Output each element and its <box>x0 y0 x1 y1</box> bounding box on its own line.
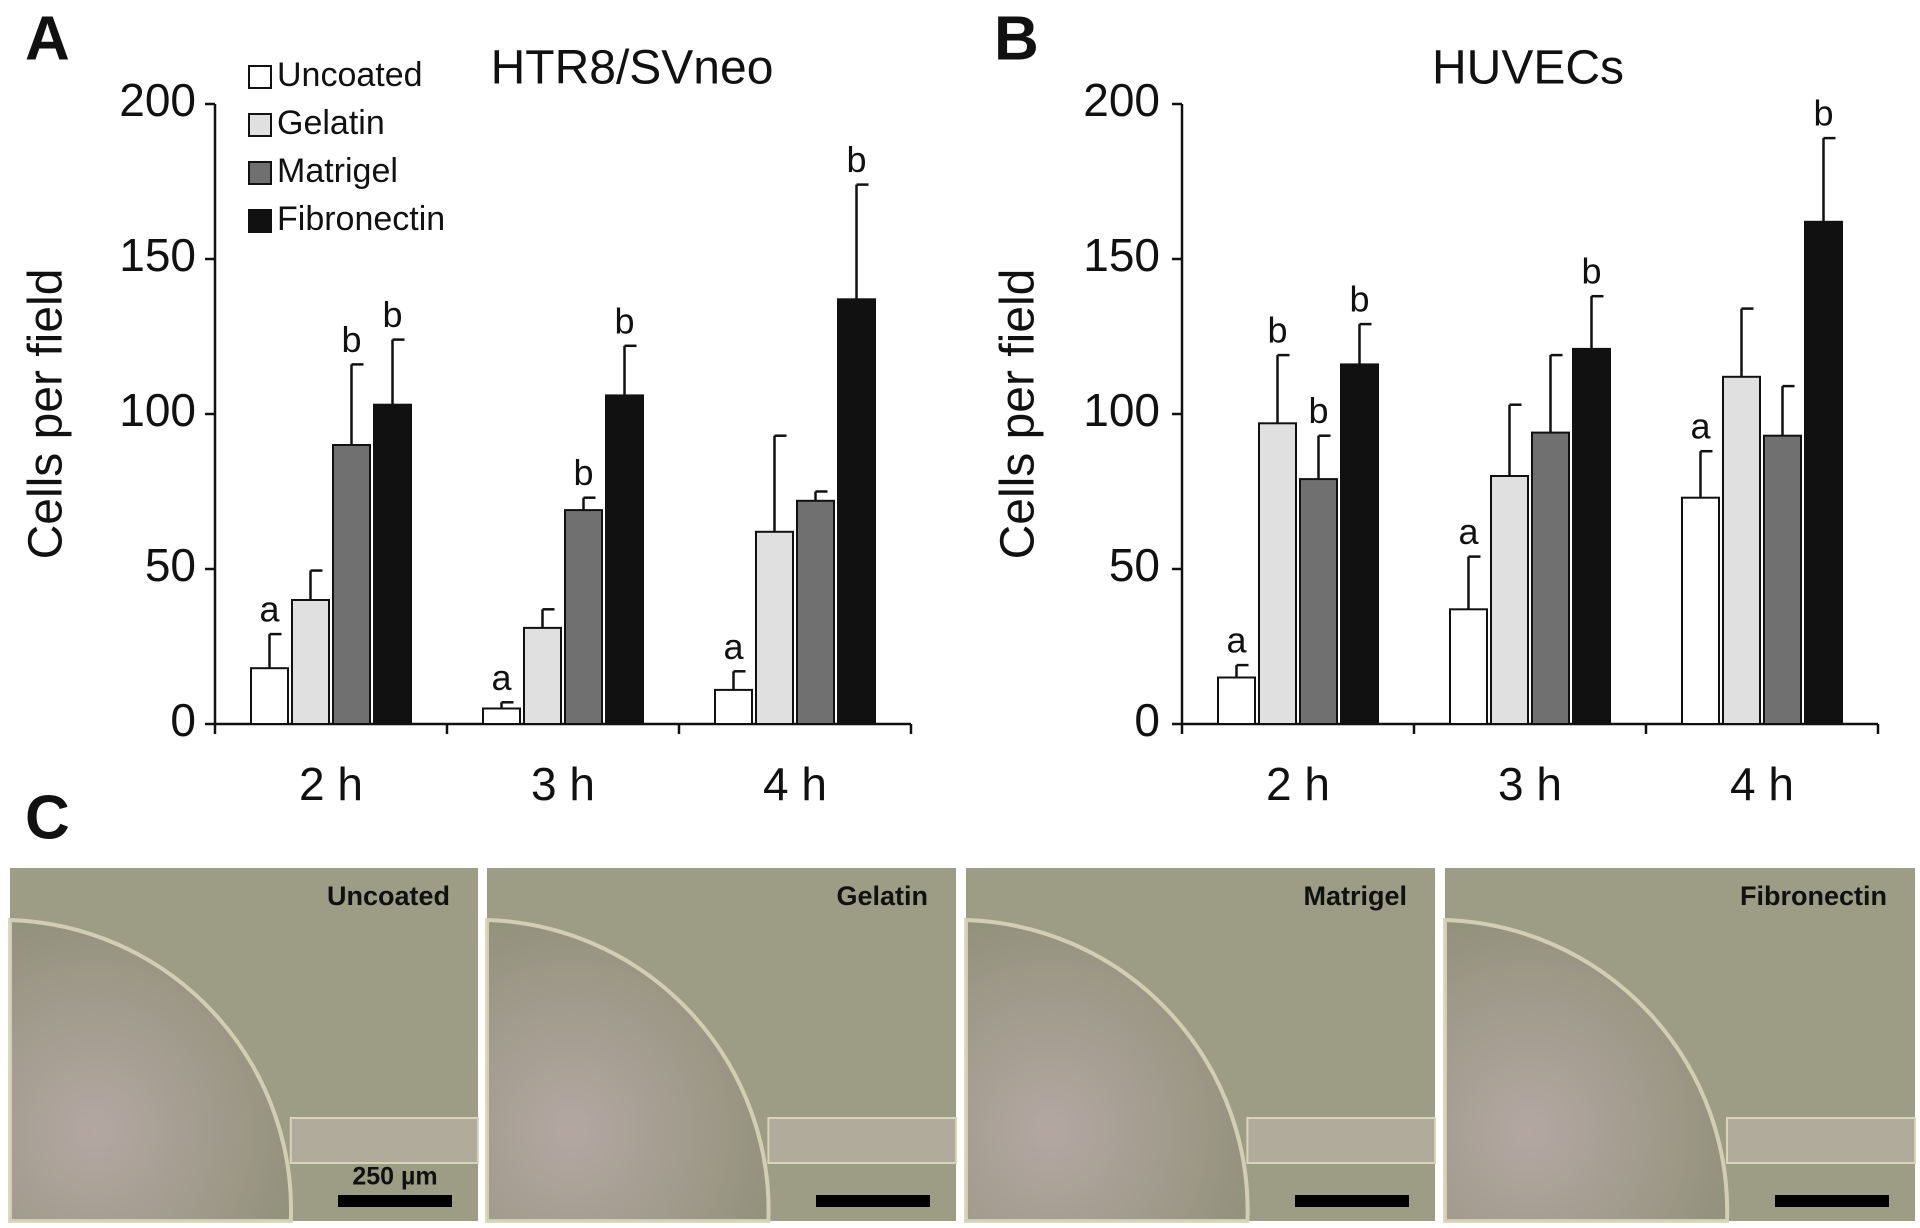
channel <box>1726 1117 1916 1164</box>
bar <box>796 499 835 725</box>
significance-letter: b <box>1581 251 1601 292</box>
y-tick-label: 150 <box>119 229 196 281</box>
bar <box>250 667 289 726</box>
legend-swatch <box>248 65 272 89</box>
cell-region <box>1443 917 1730 1223</box>
scale-bar-label: 250 µm <box>352 1163 437 1191</box>
bar <box>332 444 371 725</box>
y-axis-label: Cells per field <box>992 269 1045 560</box>
significance-letter: b <box>1349 279 1369 320</box>
significance-letter: b <box>573 452 593 493</box>
legend-label: Uncoated <box>277 56 423 94</box>
bar <box>1681 496 1720 726</box>
bar <box>1299 478 1338 725</box>
significance-letter: a <box>259 589 280 630</box>
micrograph: Fibronectin <box>1443 868 1916 1223</box>
bar <box>1722 375 1761 725</box>
x-tick-label: 4 h <box>763 758 827 810</box>
x-tick-label: 2 h <box>1266 758 1330 810</box>
scale-bar <box>338 1195 452 1207</box>
significance-letter: b <box>1813 93 1833 134</box>
y-tick-label: 0 <box>170 694 196 746</box>
cell-region <box>485 917 771 1223</box>
bar <box>1572 347 1611 725</box>
channel <box>1246 1117 1437 1164</box>
y-tick-label: 200 <box>119 74 196 126</box>
bar <box>1804 220 1843 726</box>
bar <box>291 599 330 725</box>
y-tick-label: 100 <box>1083 384 1160 436</box>
bar <box>755 530 794 725</box>
bar <box>1258 422 1297 725</box>
y-tick-label: 100 <box>119 384 196 436</box>
scale-bar <box>1775 1195 1889 1207</box>
y-tick-label: 50 <box>145 539 196 591</box>
chart-title: HUVECs <box>1432 42 1624 95</box>
significance-letter: a <box>491 657 512 698</box>
y-axis-label: Cells per field <box>20 269 73 560</box>
micrograph: Gelatin <box>485 868 958 1223</box>
x-tick-label: 4 h <box>1730 758 1794 810</box>
panel-label: B <box>994 4 1039 73</box>
x-tick-label: 3 h <box>531 758 595 810</box>
cell-region <box>964 917 1250 1223</box>
legend-label: Fibronectin <box>277 200 445 238</box>
y-tick-label: 200 <box>1083 74 1160 126</box>
significance-letter: a <box>1690 406 1711 447</box>
micrograph: Uncoated 250 µm <box>8 868 479 1223</box>
micrograph: Matrigel <box>964 868 1437 1223</box>
legend-swatch <box>248 161 272 185</box>
bar <box>837 298 876 725</box>
micrograph-label: Matrigel <box>1303 881 1407 911</box>
scale-bar <box>1295 1195 1409 1207</box>
scale-bar <box>816 1195 930 1207</box>
legend-label: Matrigel <box>277 152 398 190</box>
bar <box>1531 431 1570 725</box>
bar <box>1217 676 1256 725</box>
significance-letter: a <box>1226 620 1247 661</box>
bar <box>1340 363 1379 725</box>
channel <box>289 1117 479 1164</box>
significance-letter: b <box>614 300 634 341</box>
bar <box>482 707 521 725</box>
legend-label: Gelatin <box>277 104 385 142</box>
significance-letter: a <box>723 626 744 667</box>
y-tick-label: 150 <box>1083 229 1160 281</box>
x-tick-label: 3 h <box>1498 758 1562 810</box>
bar <box>564 509 603 725</box>
y-tick-label: 0 <box>1134 694 1160 746</box>
bar <box>605 394 644 725</box>
significance-letter: b <box>341 319 361 360</box>
significance-letter: b <box>1308 390 1328 431</box>
cell-region <box>8 917 293 1223</box>
significance-letter: b <box>846 139 866 180</box>
legend-swatch <box>248 209 272 233</box>
bar <box>1490 475 1529 725</box>
bar <box>714 688 753 726</box>
panel-label: A <box>25 4 70 73</box>
channel <box>767 1117 958 1164</box>
significance-letter: b <box>1267 310 1287 351</box>
x-tick-label: 2 h <box>299 758 363 810</box>
significance-letter: b <box>382 294 402 335</box>
bar <box>1449 608 1488 725</box>
micrograph-label: Fibronectin <box>1740 881 1887 911</box>
y-tick-label: 50 <box>1109 539 1160 591</box>
micrograph-label: Gelatin <box>836 881 928 911</box>
bar <box>373 403 412 725</box>
micrograph-label: Uncoated <box>327 881 450 911</box>
panel-label: C <box>25 783 70 852</box>
legend-swatch <box>248 113 272 137</box>
bar <box>523 626 562 726</box>
bar <box>1763 434 1802 725</box>
chart-title: HTR8/SVneo <box>491 42 774 95</box>
significance-letter: a <box>1458 511 1479 552</box>
